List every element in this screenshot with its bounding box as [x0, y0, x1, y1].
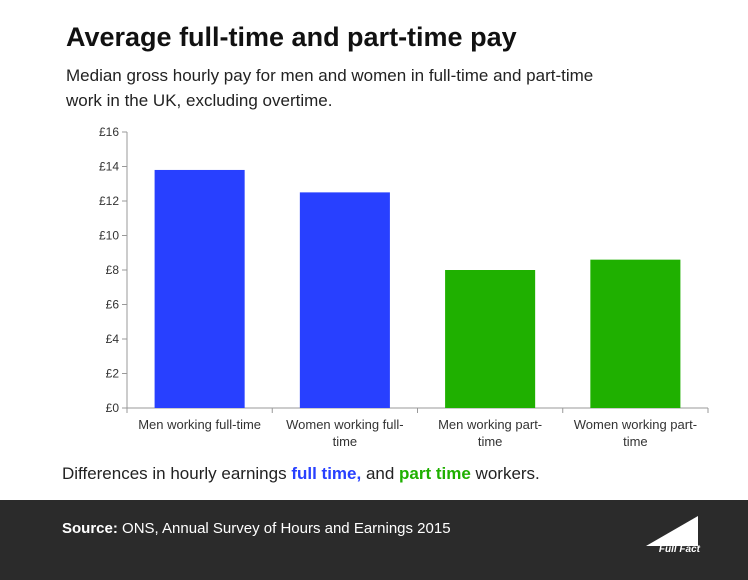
footer-bar: Source: ONS, Annual Survey of Hours and … [0, 500, 748, 580]
y-tick-label: £14 [99, 160, 119, 174]
y-tick-label: £6 [106, 298, 120, 312]
legend-prefix: Differences in hourly earnings [62, 464, 292, 483]
y-tick-label: £16 [99, 125, 119, 139]
bar [445, 270, 536, 408]
bar [299, 192, 390, 408]
source-note: Source: ONS, Annual Survey of Hours and … [62, 520, 451, 537]
y-tick-label: £8 [106, 263, 120, 277]
legend-full-time: full time, [291, 464, 362, 483]
logo-text: Full Fact [658, 544, 700, 555]
bar [154, 169, 245, 408]
y-tick-label: £0 [106, 401, 120, 415]
x-tick-label: Women working part-time [574, 417, 697, 449]
source-label: Source: [62, 520, 118, 537]
logo-triangle-icon [646, 516, 698, 546]
source-text: ONS, Annual Survey of Hours and Earnings… [117, 520, 451, 537]
bar [590, 259, 681, 408]
y-tick-label: £2 [106, 367, 120, 381]
legend-suffix: workers. [470, 464, 540, 483]
legend-middle: and [361, 464, 400, 483]
legend-part-time: part time [399, 464, 471, 483]
chart-subtitle: Median gross hourly pay for men and wome… [66, 66, 594, 110]
x-tick-label: Men working full-time [138, 417, 261, 432]
x-tick-label: Men working part-time [438, 417, 542, 449]
chart-title: Average full-time and part-time pay [66, 22, 517, 52]
x-tick-label: Women working full-time [286, 417, 404, 449]
y-tick-label: £10 [99, 229, 119, 243]
bar-chart: £0 £2 £4 £6 £8 £10 £12 £14 £16 Men working full-t… [99, 125, 709, 449]
y-tick-label: £12 [99, 194, 119, 208]
legend-caption: Differences in hourly earnings full time… [62, 464, 540, 484]
y-tick-label: £4 [106, 332, 120, 346]
full-fact-logo: Full Fact [640, 514, 700, 558]
